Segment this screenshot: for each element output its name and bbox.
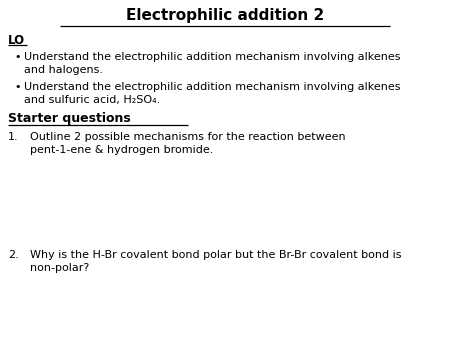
Text: •: • xyxy=(14,82,21,92)
Text: Starter questions: Starter questions xyxy=(8,112,131,125)
Text: Outline 2 possible mechanisms for the reaction between
pent-1-ene & hydrogen bro: Outline 2 possible mechanisms for the re… xyxy=(30,132,346,155)
Text: •: • xyxy=(14,52,21,62)
Text: Understand the electrophilic addition mechanism involving alkenes
and sulfuric a: Understand the electrophilic addition me… xyxy=(24,82,400,105)
Text: Why is the H-Br covalent bond polar but the Br-Br covalent bond is
non-polar?: Why is the H-Br covalent bond polar but … xyxy=(30,250,401,273)
Text: LO: LO xyxy=(8,34,25,47)
Text: 2.: 2. xyxy=(8,250,19,260)
Text: Understand the electrophilic addition mechanism involving alkenes
and halogens.: Understand the electrophilic addition me… xyxy=(24,52,400,75)
Text: Electrophilic addition 2: Electrophilic addition 2 xyxy=(126,8,324,23)
Text: 1.: 1. xyxy=(8,132,18,142)
